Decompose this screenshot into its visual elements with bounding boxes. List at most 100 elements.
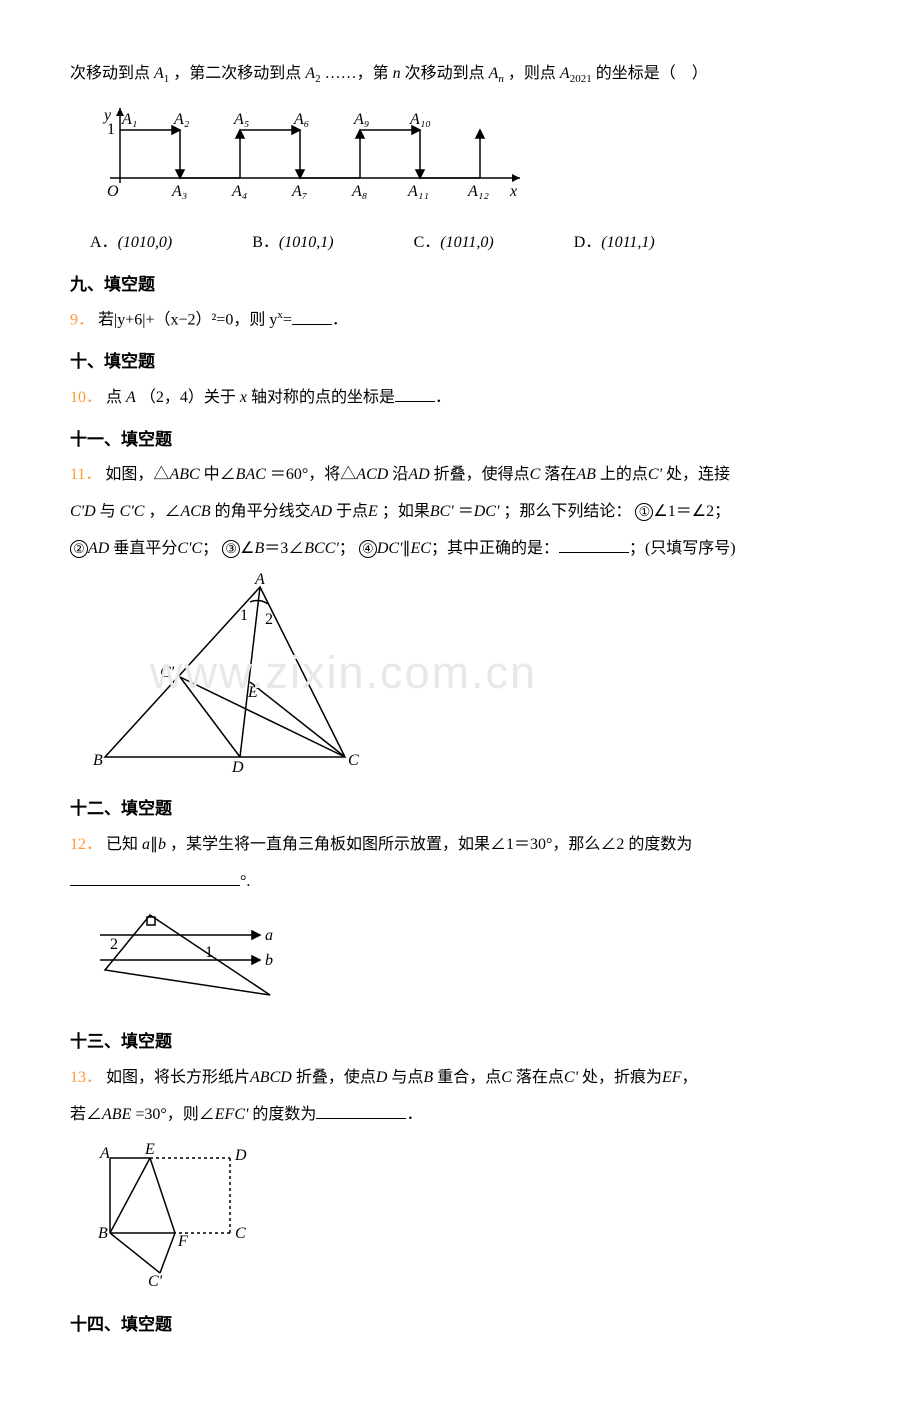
q9-blank — [292, 309, 332, 325]
q8-optA-val: (1010,0) — [118, 234, 173, 251]
q11-line1: 11． 如图，△ABC 中∠BAC ＝60°，将△ACD 沿AD 折叠，使得点C… — [70, 461, 850, 490]
q11-line3: ②AD 垂直平分C'C； ③∠B＝3∠BCC'； ④DC'∥EC；其中正确的是：… — [70, 535, 850, 564]
q9-line: 9． 若|y+6|+（x−2）²=0，则 yx=． — [70, 306, 850, 335]
q8-pt2: A₂ — [173, 111, 190, 128]
q8-optA-label: A． — [90, 234, 118, 251]
q11-l2f: 于点 — [336, 503, 368, 520]
q11-l2a: C'D — [70, 503, 96, 520]
q12-text1: 已知 — [106, 836, 138, 853]
q11-l2h: ＝ — [458, 503, 474, 520]
q8-pt12: A₁₂ — [467, 183, 489, 200]
q11-B: B — [254, 540, 264, 557]
q12-blank — [70, 870, 240, 886]
q11-suffix: ；(只填写序号) — [629, 540, 736, 557]
q11-c3text: ∠ — [240, 540, 254, 557]
q8-optB-label: B． — [252, 234, 279, 251]
sec13-header: 十三、填空题 — [70, 1027, 850, 1058]
q13-D: D — [376, 1069, 388, 1086]
q11-l2i: ；那么下列结论： — [503, 503, 631, 520]
q8-pt11: A₁₁ — [407, 183, 429, 200]
q8-xlabel: x — [509, 183, 517, 200]
q11-l2g: ；如果 — [382, 503, 430, 520]
q8-opt-d: D．(1011,1) — [574, 229, 655, 258]
q13-text4: 重合，点 — [437, 1069, 501, 1086]
q8-one: 1 — [107, 121, 115, 138]
q11-c4text2: ；其中正确的是： — [431, 540, 559, 557]
q12-line: 12． 已知 a∥b ，某学生将一直角三角板如图所示放置，如果∠1＝30°，那么… — [70, 831, 850, 860]
q10-suffix: ． — [435, 389, 451, 406]
q8-pt9: A₉ — [353, 111, 369, 128]
q13-line2: 若∠ABE =30°，则∠EFC' 的度数为． — [70, 1101, 850, 1130]
q11-AB: AB — [576, 466, 596, 483]
q8-A2: A — [305, 65, 315, 82]
q8-A2021: A — [560, 65, 570, 82]
q13-EFCp: EFC' — [215, 1106, 249, 1123]
q10-x: x — [240, 389, 247, 406]
q11-Cp: C' — [648, 466, 662, 483]
q10-line: 10． 点 A （2，4）关于 x 轴对称的点的坐标是． — [70, 384, 850, 413]
q11-ACD: ACD — [356, 466, 388, 483]
q8-optB-val: (1010,1) — [279, 234, 334, 251]
q13-blank — [316, 1103, 406, 1119]
q11-fig2: 2 — [265, 611, 273, 628]
q12-par: ∥ — [150, 836, 158, 853]
sec12-header: 十二、填空题 — [70, 794, 850, 825]
q11-l1g: 上的点 — [600, 466, 648, 483]
q11-DCp: DC' — [474, 503, 500, 520]
q12-suffix: °. — [240, 873, 250, 890]
q11-figure-wrap: www.zixin.com.cn A B C C' D E — [70, 572, 850, 783]
q11-E: E — [368, 503, 378, 520]
q11-c3text2: ＝3∠ — [264, 540, 304, 557]
q11-c4: ④ — [359, 540, 377, 558]
q8-A1: A — [154, 65, 164, 82]
q12-svg: a b 1 2 — [90, 905, 290, 1005]
q11-figB: B — [93, 752, 103, 769]
q11-c3: ③ — [222, 540, 240, 558]
q11-l1e: 折叠，使得点 — [434, 466, 530, 483]
q11-figure: A B C C' D E 1 2 — [90, 572, 850, 783]
q11-l1d: 沿 — [392, 466, 408, 483]
q11-ACB: ACB — [180, 503, 210, 520]
q11-figE: E — [247, 684, 258, 701]
q8-pt7: A₇ — [291, 183, 308, 200]
q11-EC: EC — [410, 540, 430, 557]
q10-A: A — [126, 389, 136, 406]
q13-Cp: C' — [564, 1069, 578, 1086]
q8-pt5: A₅ — [233, 111, 249, 128]
q8-graph-svg: y x 1 O — [90, 98, 530, 208]
q11-DCpar: DC' — [377, 540, 403, 557]
q8-pt3: A₃ — [171, 183, 187, 200]
q13-text3: 与点 — [391, 1069, 423, 1086]
q11-fig1: 1 — [240, 607, 248, 624]
q11-BCp: BC' — [430, 503, 454, 520]
q13-figCp: C' — [148, 1273, 163, 1288]
q8-pt1: A₁ — [121, 111, 137, 128]
q11-AD2: AD — [311, 503, 332, 520]
q11-figCp: C' — [160, 664, 175, 681]
q11-l1b: 中∠ — [204, 466, 236, 483]
q13-text5: 落在点 — [516, 1069, 564, 1086]
q11-l2e: 的角平分线交 — [215, 503, 311, 520]
q12-figure: a b 1 2 — [90, 905, 850, 1016]
q11-l1f: 落在 — [544, 466, 576, 483]
q11-CpC: C'C — [177, 540, 202, 557]
q11-l2d: ，∠ — [148, 503, 180, 520]
q13-figB: B — [98, 1225, 108, 1242]
q13-suffix: ． — [406, 1106, 422, 1123]
q9-text2: = — [283, 312, 292, 329]
q8-mid1: ，第二次移动到点 — [173, 65, 301, 82]
q11-AD: AD — [408, 466, 429, 483]
q13-figF: F — [177, 1233, 188, 1250]
q13-l2b: =30°，则∠ — [135, 1106, 214, 1123]
q8-pt6: A₆ — [293, 111, 309, 128]
q13-text1: 如图，将长方形纸片 — [106, 1069, 250, 1086]
q13-ABE: ABE — [102, 1106, 131, 1123]
q9-num: 9． — [70, 312, 94, 329]
q13-EF: EF — [662, 1069, 682, 1086]
q8-mid3: 次移动到点 — [405, 65, 485, 82]
q10-coord: （2，4）关于 — [140, 389, 236, 406]
q8-mid4: ，则点 — [508, 65, 556, 82]
q13-figE: E — [144, 1141, 155, 1158]
q8-pt8: A₈ — [351, 183, 367, 200]
q10-num: 10． — [70, 389, 102, 406]
